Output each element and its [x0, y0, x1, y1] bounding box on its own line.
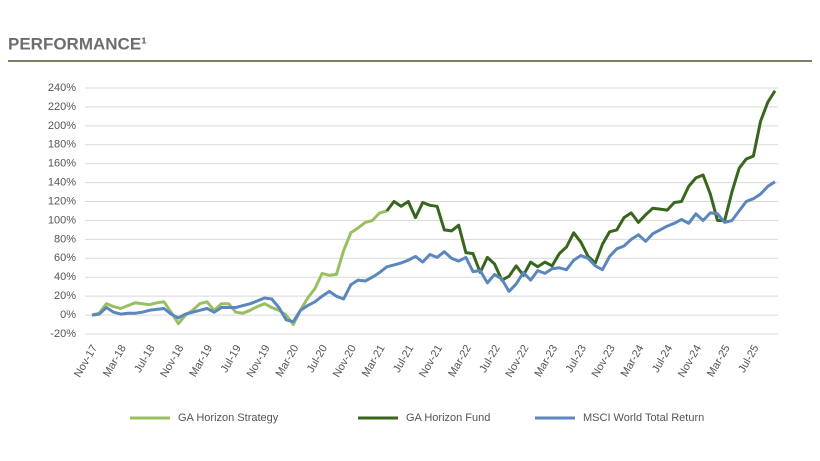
x-tick-label: Mar-20: [274, 343, 302, 379]
x-tick-label: Nov-18: [158, 343, 186, 380]
x-tick-label: Mar-19: [187, 343, 215, 379]
y-tick-label: 220%: [48, 101, 76, 113]
y-tick-label: 80%: [54, 233, 76, 245]
x-tick-label: Jul-24: [650, 343, 675, 375]
x-tick-label: Jul-18: [132, 343, 157, 375]
legend-label: GA Horizon Fund: [406, 412, 490, 424]
x-tick-label: Mar-21: [360, 343, 388, 379]
x-tick-label: Mar-24: [619, 343, 647, 379]
y-tick-label: 60%: [54, 252, 76, 264]
x-tick-label: Nov-23: [590, 343, 618, 380]
x-tick-label: Jul-20: [305, 343, 330, 375]
legend-label: GA Horizon Strategy: [178, 412, 279, 424]
series-line: [385, 89, 777, 282]
x-tick-label: Nov-22: [503, 343, 531, 380]
chart-title: PERFORMANCE¹: [8, 34, 147, 53]
y-tick-label: 140%: [48, 177, 76, 189]
x-tick-label: Mar-22: [446, 343, 474, 379]
y-tick-label: 20%: [54, 290, 76, 302]
y-tick-label: 0%: [60, 309, 76, 321]
x-tick-label: Jul-22: [477, 343, 502, 375]
y-tick-label: 180%: [48, 139, 76, 151]
series-line: [91, 209, 388, 326]
x-tick-label: Jul-19: [219, 343, 244, 375]
y-tick-label: 160%: [48, 158, 76, 170]
series-line: [91, 180, 776, 324]
y-tick-label: -20%: [50, 328, 76, 340]
x-tick-label: Jul-21: [391, 343, 416, 375]
y-tick-label: 240%: [48, 82, 76, 94]
x-tick-label: Mar-23: [532, 343, 560, 379]
legend-label: MSCI World Total Return: [583, 412, 704, 424]
x-tick-label: Nov-20: [331, 343, 359, 380]
x-tick-label: Nov-19: [245, 343, 273, 380]
y-tick-label: 200%: [48, 120, 76, 132]
y-tick-label: 120%: [48, 195, 76, 207]
x-tick-label: Nov-17: [72, 343, 100, 380]
x-tick-label: Nov-24: [676, 343, 704, 380]
x-tick-label: Mar-25: [705, 343, 733, 379]
y-tick-label: 40%: [54, 271, 76, 283]
x-tick-label: Nov-21: [417, 343, 445, 380]
x-tick-label: Jul-23: [564, 343, 589, 375]
y-tick-label: 100%: [48, 214, 76, 226]
x-tick-label: Jul-25: [736, 343, 761, 375]
x-tick-label: Mar-18: [101, 343, 129, 379]
